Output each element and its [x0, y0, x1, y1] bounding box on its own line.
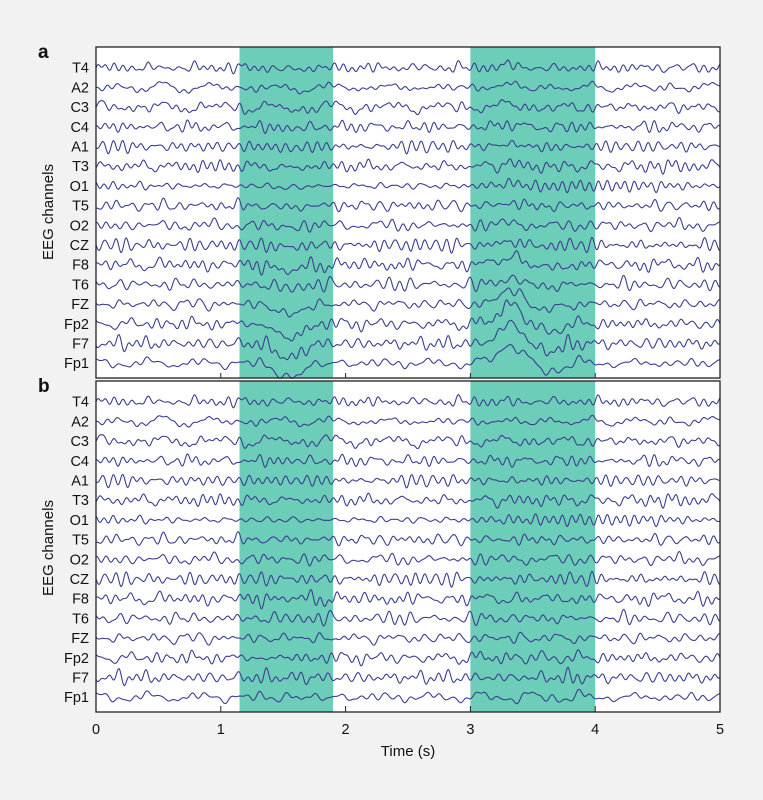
channel-label: Fp2 [64, 317, 89, 333]
channel-label: T5 [72, 199, 89, 215]
panel-label-b: b [38, 376, 50, 397]
channel-label: FZ [71, 297, 89, 313]
eeg-trace [95, 158, 721, 175]
channel-label: CZ [70, 572, 89, 588]
channel-label: C3 [70, 434, 89, 450]
eeg-trace [95, 287, 721, 318]
channel-label: O1 [70, 513, 89, 529]
channel-label: T4 [72, 395, 89, 411]
ylabel-b: EEG channels [40, 500, 57, 596]
eeg-trace [95, 453, 721, 468]
traces-a [95, 59, 721, 379]
channel-labels-b: T4 A2 C3 C4 A1 T3 O1 T5 O2 CZ F8 T6 FZ Fp2 F7 Fp1 [64, 395, 89, 707]
eeg-trace [95, 177, 721, 194]
eeg-trace [95, 274, 721, 293]
channel-label: C4 [70, 120, 89, 136]
x-tick-label: 0 [92, 722, 100, 738]
x-tick-label: 2 [342, 722, 350, 738]
channel-label: A2 [71, 80, 89, 96]
channel-label: Fp2 [64, 651, 89, 667]
eeg-trace [95, 492, 721, 509]
plot-area-a [96, 47, 720, 378]
eeg-trace [95, 139, 721, 155]
highlight-regions-b [239, 381, 596, 712]
highlight-region [470, 381, 596, 712]
x-tick-label: 5 [716, 722, 724, 738]
eeg-trace [95, 196, 721, 213]
channel-label: F7 [72, 337, 89, 353]
channel-label: O2 [70, 552, 89, 568]
channel-label: A1 [71, 139, 89, 155]
eeg-trace [95, 216, 721, 233]
eeg-trace [95, 473, 721, 489]
channel-label: C4 [70, 454, 89, 470]
eeg-trace [95, 236, 721, 254]
highlight-region [470, 47, 596, 378]
plot-frame-a [95, 46, 721, 379]
channel-label: O2 [70, 218, 89, 234]
x-tick-label: 4 [591, 722, 599, 738]
eeg-trace [95, 99, 721, 116]
eeg-trace [95, 344, 721, 379]
x-tick-label: 1 [217, 722, 225, 738]
x-axis: 0 1 2 3 4 5 [92, 373, 724, 738]
panel-b: T4 A2 C3 C4 A1 T3 O1 T5 O2 CZ F8 T6 FZ Fp2 F7 Fp1 b EEG… [38, 376, 721, 713]
plot-area-b [96, 381, 720, 712]
eeg-trace [95, 513, 721, 528]
channel-label: F7 [72, 671, 89, 687]
x-axis-label: Time (s) [381, 743, 435, 760]
channel-label: CZ [70, 238, 89, 254]
plot-frame-b [95, 380, 721, 713]
channel-label: T6 [72, 611, 89, 627]
eeg-trace [95, 666, 721, 687]
eeg-trace [95, 250, 721, 276]
eeg-trace [95, 394, 721, 409]
traces-b [95, 394, 721, 705]
channel-label: F8 [72, 592, 89, 608]
eeg-trace [95, 688, 721, 705]
eeg-trace [95, 631, 721, 646]
channel-label: T6 [72, 277, 89, 293]
channel-label: A1 [71, 473, 89, 489]
channel-label: T3 [72, 493, 89, 509]
eeg-trace [95, 434, 721, 450]
ylabel-a: EEG channels [40, 164, 57, 260]
eeg-trace [95, 59, 721, 75]
channel-label: T4 [72, 61, 89, 77]
panel-label-a: a [38, 42, 49, 63]
channel-label: O1 [70, 179, 89, 195]
eeg-trace [95, 414, 721, 428]
channel-label: FZ [71, 631, 89, 647]
eeg-trace [95, 649, 721, 667]
eeg-trace [95, 550, 721, 567]
channel-label: A2 [71, 414, 89, 430]
x-tick-label: 3 [466, 722, 474, 738]
channel-label: Fp1 [64, 356, 89, 372]
eeg-trace [95, 119, 721, 135]
channel-label: T3 [72, 159, 89, 175]
channel-label: F8 [72, 258, 89, 274]
panel-a: T4 A2 C3 C4 A1 T3 O1 T5 O2 CZ F8 T6 FZ Fp2 F7 Fp1 a EEG… [38, 42, 721, 379]
eeg-trace [95, 299, 721, 342]
channel-label: Fp1 [64, 690, 89, 706]
eeg-trace [95, 530, 721, 547]
eeg-trace [95, 588, 721, 610]
highlight-region [239, 47, 334, 378]
eeg-trace [95, 80, 721, 95]
highlight-regions-a [239, 47, 596, 378]
eeg-trace [95, 608, 721, 627]
channel-label: C3 [70, 100, 89, 116]
highlight-region [239, 381, 334, 712]
channel-label: T5 [72, 533, 89, 549]
channel-labels-a: T4 A2 C3 C4 A1 T3 O1 T5 O2 CZ F8 T6 FZ Fp2 F7 Fp1 [64, 61, 89, 373]
eeg-trace [95, 570, 721, 588]
eeg-trace [95, 319, 721, 361]
